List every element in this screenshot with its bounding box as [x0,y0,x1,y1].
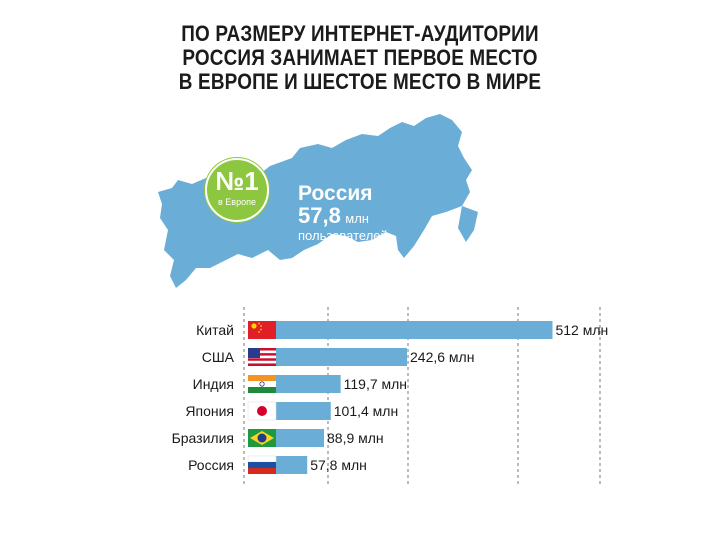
value-label: 101,4 млн [334,403,398,419]
bar-row-5: Бразилия 88,9 млн [172,429,384,447]
rank-badge: №1 в Европе [205,158,269,222]
russia-flag-white [247,455,277,463]
bar-row-2: США 242,6 млн [202,348,474,366]
usa-flag-icon [248,348,276,366]
badge-text: в Европе [218,197,256,207]
india-flag-top [248,375,276,381]
usa-flag-stripe [248,355,276,359]
russia-callout: Россия 57,8 млн пользователей [298,182,388,244]
category-label: Бразилия [172,430,234,446]
category-label: Китай [196,322,234,338]
page-title: ПО РАЗМЕРУ ИНТЕРНЕТ-АУДИТОРИИ РОССИЯ ЗАН… [50,22,669,94]
india-flag-bottom [248,387,276,393]
category-label: Россия [188,457,234,473]
bar [276,348,408,366]
callout-country: Россия [298,182,373,205]
japan-flag-disc [257,406,267,416]
china-flag-small-star [258,322,260,325]
china-flag-star [251,323,257,329]
callout-value: 57,8 [298,203,341,228]
kamchatka-shape [458,206,478,242]
usa-flag-stripe [248,353,276,356]
russia-flag-red [248,468,276,474]
value-label: 119,7 млн [344,376,407,392]
bar [276,321,553,339]
russia-map-icon [158,114,478,288]
china-flag-small-star [258,331,260,333]
india-flag-middle [248,381,276,387]
china-flag-icon [248,321,276,339]
china-flag-small-star [260,325,262,327]
callout-users: пользователей [298,228,388,243]
usa-flag-stripe [248,348,276,351]
bar-row-1: Китай 512 млн [196,321,608,339]
usa-flag-stripe [248,360,276,364]
india-flag-wheel [259,381,265,387]
value-label: 57,8 млн [310,457,367,473]
russia-map-shape [158,114,472,288]
bar [276,456,308,474]
bar [276,429,325,447]
brazil-flag-icon [248,429,276,447]
title-line-1: ПО РАЗМЕРУ ИНТЕРНЕТ-АУДИТОРИИ [181,21,539,46]
china-flag-field [248,321,276,339]
category-label: Индия [193,376,234,392]
category-label: США [202,349,235,365]
usa-flag-stripe [248,350,276,354]
category-label: Япония [185,403,234,419]
callout-unit: млн [345,211,369,226]
japan-flag-icon [247,401,277,421]
usa-flag-stripe [248,363,276,366]
value-label: 242,6 млн [410,349,474,365]
value-label: 512 млн [555,322,608,338]
badge-number: №1 [215,166,259,196]
title-line-3: В ЕВРОПЕ И ШЕСТОЕ МЕСТО В МИРЕ [178,69,542,94]
usa-flag-stripe [248,358,276,361]
bar-row-4: Япония 101,4 млн [185,401,398,421]
russia-flag-icon [247,455,277,474]
title-line-2: РОССИЯ ЗАНИМАЕТ ПЕРВОЕ МЕСТО [182,45,538,70]
bar-row-6: Россия 57,8 млн [188,455,367,474]
china-flag-small-star [260,328,262,331]
bar-row-3: Индия 119,7 млн [193,375,407,393]
value-label: 88,9 млн [327,430,384,446]
brazil-flag-globe [257,433,267,443]
russia-flag-blue [248,462,276,468]
bars: Китай 512 млн США 242,6 млн Индия 119,7 млн Яп… [172,321,608,474]
india-flag-icon [248,375,276,393]
bar [276,402,331,420]
usa-flag-canton [248,348,260,358]
bar [276,375,341,393]
